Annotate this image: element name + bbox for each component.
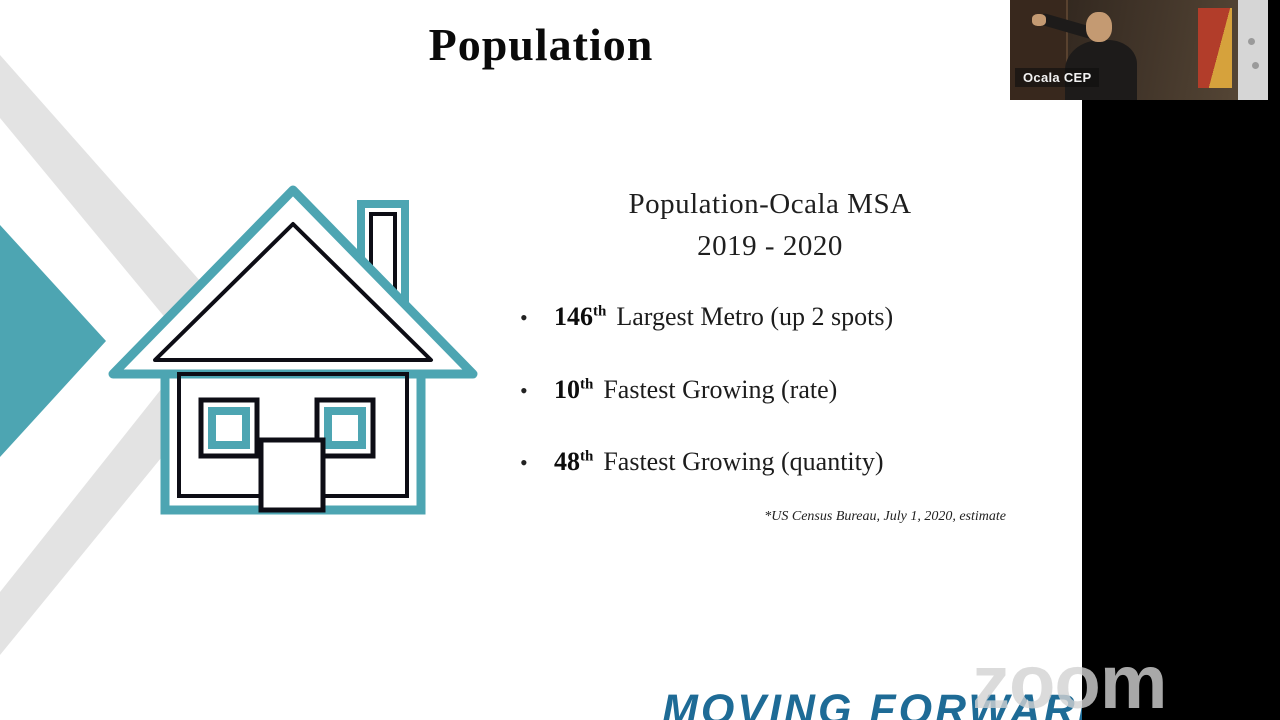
zoom-watermark: zoom: [972, 640, 1167, 720]
whiteboard-magnet-dot: [1252, 62, 1259, 69]
slide-title: Population: [428, 19, 654, 70]
whiteboard-magnet-dot: [1248, 38, 1255, 45]
bullet-item: • 48th Fastest Growing (quantity): [520, 447, 1020, 477]
slide-text-block: Population-Ocala MSA 2019 - 2020 • 146th…: [520, 183, 1020, 525]
flag-shape: [1198, 8, 1232, 88]
bullet-text: Fastest Growing (rate): [603, 374, 838, 404]
slide-footer-text: MOVING FORWARD: [662, 686, 1082, 720]
bullet-number: 146th: [554, 302, 607, 332]
bullet-text: Fastest Growing (quantity): [603, 447, 884, 477]
participant-name-label: Ocala CEP: [1015, 68, 1100, 87]
subheading-line1: Population-Ocala MSA: [628, 188, 912, 220]
bullet-ordinal-suffix: th: [580, 376, 594, 393]
bullet-ordinal-suffix: th: [593, 303, 607, 320]
bullet-marker: •: [520, 377, 528, 403]
subheading-line2: 2019 - 2020: [697, 230, 843, 263]
bullet-marker: •: [520, 450, 528, 476]
letterbox-bar: [1082, 0, 1280, 720]
whiteboard-shape: [1238, 0, 1268, 100]
bullet-item: • 146th Largest Metro (up 2 spots): [520, 302, 1020, 332]
subheading: Population-Ocala MSA 2019 - 2020: [520, 183, 1020, 267]
bullet-number: 48th: [554, 447, 594, 477]
bullet-text: Largest Metro (up 2 spots): [616, 302, 894, 332]
house-icon: [108, 185, 478, 515]
bullet-number: 10th: [554, 374, 594, 404]
bullet-marker: •: [520, 305, 528, 331]
presenter-hand-shape: [1032, 14, 1046, 26]
participant-video-thumbnail[interactable]: Ocala CEP: [1010, 0, 1268, 100]
bullet-list: • 146th Largest Metro (up 2 spots) • 10t…: [520, 302, 1020, 477]
bullet-ordinal-suffix: th: [580, 448, 594, 465]
presentation-slide: Population Population-Ocala MSA 2019 - 2…: [0, 0, 1082, 720]
presenter-head-shape: [1086, 12, 1112, 42]
bullet-item: • 10th Fastest Growing (rate): [520, 374, 1020, 405]
source-footnote: *US Census Bureau, July 1, 2020, estimat…: [764, 508, 1006, 524]
